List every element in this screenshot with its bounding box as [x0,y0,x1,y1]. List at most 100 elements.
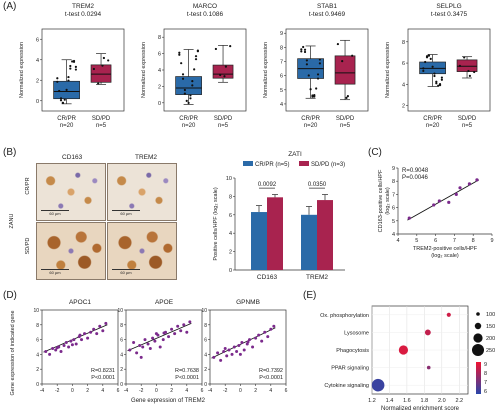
data-point [303,48,307,51]
data-point [433,72,436,75]
x-tick-label: 4 [269,388,272,394]
stat-p-label: P<0.0001 [91,375,115,381]
data-point [187,101,190,105]
data-point [56,77,59,80]
data-point [185,99,188,102]
data-point [216,351,220,355]
data-point [311,94,314,97]
data-point [438,84,442,87]
y-axis-label: CD163-positive cells/HPF [378,169,384,232]
data-point [222,349,226,353]
regression-line [407,179,480,221]
data-point [189,94,192,97]
data-point [70,343,74,347]
plot-frame [41,309,119,385]
x-tick-label: 6 [201,388,204,394]
plot-gene-title: STAB1 [316,3,338,10]
pathway-label: Phagocytosis [336,348,369,354]
data-point [223,346,227,350]
group-n-label: n=20 [426,123,440,129]
data-point [65,88,68,91]
stat-p-label: P=0.0046 [402,175,429,181]
data-point [237,344,241,348]
data-point [225,354,229,358]
data-point [62,344,66,348]
plot-frame [163,28,247,112]
y-tick-label: 9 [280,31,283,37]
ihc-image-trem2-crpr: 60 µm [107,163,177,221]
x-tick-label: 2.2 [455,398,463,404]
legend-label: CR/PR (n=5) [255,162,290,168]
plot-ttest-label: t-test 0.9469 [308,11,346,18]
plot-frame [285,28,369,112]
data-point [429,57,432,60]
data-point [257,333,261,337]
marker-label-trem2: TREM2 [135,154,158,161]
data-point [170,327,174,331]
y-tick-label: 6 [204,338,207,344]
color-legend-label: 9 [484,362,487,368]
data-point [447,200,451,204]
x-tick-label: 2 [170,388,173,394]
group-label: SD/PD [458,116,477,122]
data-point [229,45,232,48]
x-tick-label: 1.4 [386,398,394,404]
group-n-label: n=5 [462,123,473,129]
box-sdpd [212,64,234,79]
x-tick-label: 2 [86,388,89,394]
x-tick-label: 4 [101,388,104,394]
data-point [176,324,180,328]
data-point [185,330,189,334]
data-point [188,320,192,324]
x-tick-label: 2.0 [438,398,446,404]
data-point [101,329,105,333]
panel-b-letter: (B) [3,147,17,158]
data-point [161,338,165,342]
stat-p-label: P<0.0001 [175,375,199,381]
scale-bar: 60 µm [41,269,69,276]
bar-cd163-0 [251,212,267,270]
category-label: TREM2 [306,274,328,281]
data-point [143,338,147,342]
y-tick-label: 4 [36,58,39,64]
y-tick-label: 5 [392,219,395,225]
data-point [167,335,171,339]
data-point [178,53,181,56]
group-n-label: n=20 [304,123,318,129]
data-point [138,344,142,348]
data-point [191,80,194,83]
y-tick-label: 0 [36,382,39,388]
y-tick-label: 6 [280,74,283,80]
regression-line [43,324,108,353]
data-point [69,64,72,68]
data-point [473,70,476,74]
data-point [69,67,72,70]
legend-swatch [243,161,253,166]
data-point [179,329,183,333]
data-point [230,352,234,356]
x-tick-label: 0 [155,388,158,394]
pathway-label: Ox. phosphorylation [320,313,369,319]
size-legend-dot [474,322,482,330]
boxplot-selplg: 2 4 6 8 CR/PRn=20 SD/PDn=5 [402,28,491,129]
ihc-image-cd163-sdpd: 60 µm [36,222,106,280]
pvalue-label: 0.0092 [258,182,277,188]
y-tick-label: 6 [120,338,123,344]
y-tick-label: 2 [204,367,207,373]
panel-e-letter: (E) [303,290,317,301]
boxplot-marco: 0 2 4 6 8 CR/PRn=20 SD/PDn=5 [158,28,247,129]
data-point [180,62,183,65]
data-point [240,341,244,345]
legend-swatch [299,161,309,166]
y-tick-label: 10 [226,176,232,182]
y-tick-label: 8 [120,323,123,329]
y-tick-label: 8 [280,45,283,51]
data-point [431,65,434,68]
plot-ttest-label: t-test 0.0294 [64,11,102,18]
data-point [318,62,321,65]
x-tick-label: -4 [208,388,213,394]
data-point [141,345,145,349]
data-point [272,324,276,328]
